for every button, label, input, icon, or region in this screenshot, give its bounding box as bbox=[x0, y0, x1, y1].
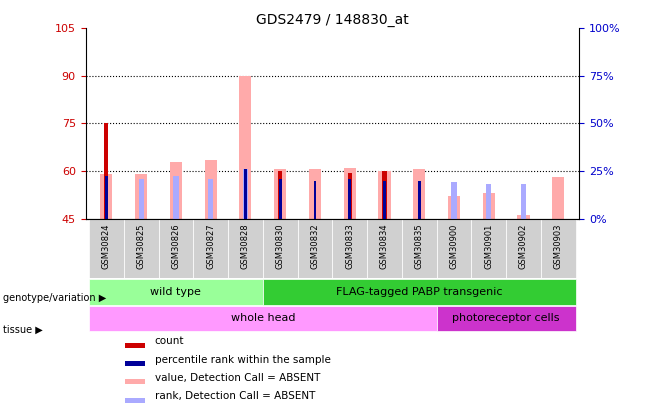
Bar bbox=[382, 171, 386, 219]
Text: FLAG-tagged PABP transgenic: FLAG-tagged PABP transgenic bbox=[336, 287, 503, 297]
Bar bbox=[208, 179, 213, 219]
Text: value, Detection Call = ABSENT: value, Detection Call = ABSENT bbox=[155, 373, 320, 383]
Bar bbox=[263, 279, 576, 305]
Text: GSM30825: GSM30825 bbox=[137, 223, 145, 269]
Text: GSM30830: GSM30830 bbox=[276, 223, 285, 269]
Bar bbox=[332, 219, 367, 278]
Bar bbox=[228, 219, 263, 278]
Text: genotype/variation ▶: genotype/variation ▶ bbox=[3, 293, 107, 303]
Text: GSM30828: GSM30828 bbox=[241, 223, 250, 269]
Bar bbox=[240, 76, 251, 219]
Bar bbox=[436, 219, 471, 278]
Bar bbox=[125, 361, 145, 366]
Bar bbox=[279, 179, 282, 219]
Text: GSM30903: GSM30903 bbox=[553, 223, 563, 269]
Bar bbox=[105, 124, 109, 219]
Title: GDS2479 / 148830_at: GDS2479 / 148830_at bbox=[256, 13, 409, 27]
Text: GSM30826: GSM30826 bbox=[171, 223, 180, 269]
Text: count: count bbox=[155, 336, 184, 346]
Bar bbox=[297, 219, 332, 278]
Bar bbox=[124, 219, 159, 278]
Bar bbox=[413, 169, 425, 219]
Bar bbox=[506, 219, 541, 278]
Bar bbox=[541, 219, 576, 278]
Bar bbox=[205, 160, 216, 219]
Text: GSM30833: GSM30833 bbox=[345, 223, 354, 269]
Bar bbox=[89, 219, 124, 278]
Bar bbox=[278, 171, 282, 219]
Bar bbox=[125, 343, 145, 348]
Text: wild type: wild type bbox=[151, 287, 201, 297]
Bar bbox=[517, 215, 530, 219]
Bar bbox=[482, 193, 495, 219]
Text: GSM30835: GSM30835 bbox=[415, 223, 424, 269]
Bar bbox=[552, 177, 565, 219]
Text: GSM30900: GSM30900 bbox=[449, 223, 459, 269]
Bar bbox=[89, 305, 436, 331]
Bar bbox=[471, 219, 506, 278]
Bar bbox=[159, 219, 193, 278]
Bar bbox=[263, 219, 297, 278]
Bar bbox=[378, 171, 390, 219]
Bar bbox=[125, 379, 145, 384]
Text: GSM30824: GSM30824 bbox=[102, 223, 111, 269]
Bar bbox=[170, 162, 182, 219]
Bar bbox=[105, 176, 108, 219]
Bar bbox=[383, 181, 386, 219]
Bar bbox=[243, 169, 248, 219]
Bar bbox=[244, 169, 247, 219]
Text: rank, Detection Call = ABSENT: rank, Detection Call = ABSENT bbox=[155, 391, 315, 401]
Bar bbox=[309, 169, 321, 219]
Bar bbox=[367, 219, 402, 278]
Bar bbox=[448, 196, 460, 219]
Text: GSM30834: GSM30834 bbox=[380, 223, 389, 269]
Bar bbox=[135, 174, 147, 219]
Text: percentile rank within the sample: percentile rank within the sample bbox=[155, 355, 330, 364]
Bar bbox=[193, 219, 228, 278]
Bar bbox=[125, 398, 145, 403]
Text: GSM30901: GSM30901 bbox=[484, 223, 494, 269]
Bar bbox=[348, 179, 351, 219]
Bar bbox=[451, 182, 457, 219]
Bar bbox=[89, 279, 263, 305]
Bar bbox=[100, 174, 113, 219]
Bar bbox=[402, 219, 436, 278]
Bar bbox=[486, 184, 492, 219]
Text: tissue ▶: tissue ▶ bbox=[3, 325, 43, 335]
Text: GSM30902: GSM30902 bbox=[519, 223, 528, 269]
Bar bbox=[418, 181, 420, 219]
Bar bbox=[274, 169, 286, 219]
Text: whole head: whole head bbox=[230, 313, 295, 323]
Bar bbox=[343, 168, 356, 219]
Text: photoreceptor cells: photoreceptor cells bbox=[452, 313, 560, 323]
Bar bbox=[313, 181, 316, 219]
Bar bbox=[521, 184, 526, 219]
Bar bbox=[173, 176, 178, 219]
Bar bbox=[139, 179, 143, 219]
Bar bbox=[436, 305, 576, 331]
Text: GSM30832: GSM30832 bbox=[311, 223, 319, 269]
Text: GSM30827: GSM30827 bbox=[206, 223, 215, 269]
Bar bbox=[347, 173, 352, 219]
